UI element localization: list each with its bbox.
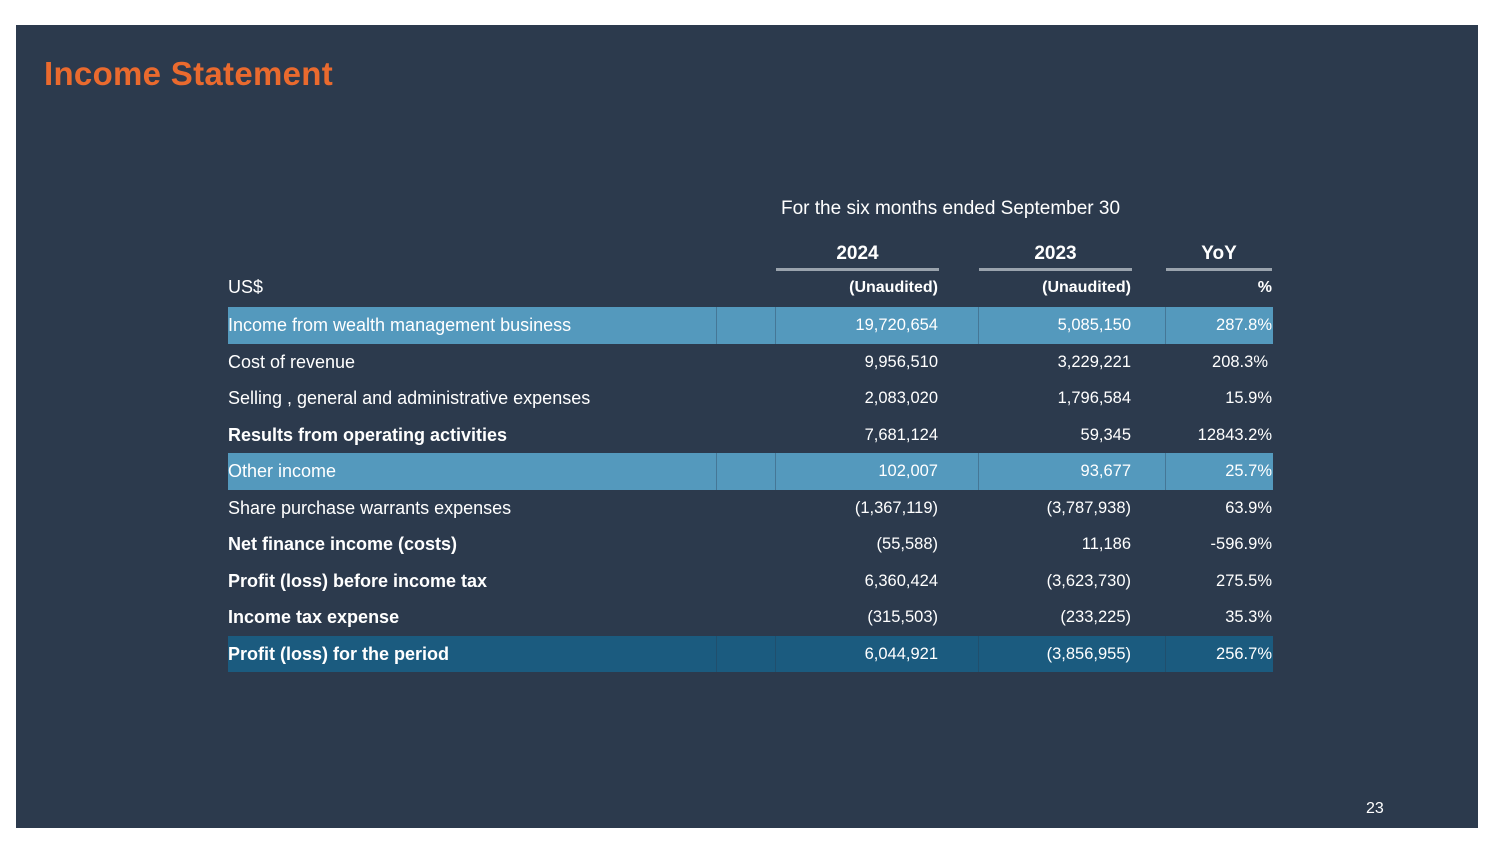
value-yoy: 287.8% [1216, 316, 1272, 334]
value-2023: (3,787,938) [1046, 498, 1131, 517]
table-row: Income from wealth management business 1… [228, 307, 1273, 344]
value-2024: 6,360,424 [864, 571, 938, 590]
page-number: 23 [1366, 800, 1384, 817]
subheader-2024: (Unaudited) [849, 279, 938, 296]
table-row: Cost of revenue 9,956,510 3,229,221 208.… [228, 344, 1273, 381]
value-yoy: 275.5% [1216, 571, 1272, 590]
row-label: Other income [228, 461, 337, 481]
table-row: Share purchase warrants expenses (1,367,… [228, 490, 1273, 527]
value-2024: 19,720,654 [855, 316, 938, 334]
value-2023: 1,796,584 [1057, 389, 1131, 407]
value-2023: 11,186 [1081, 535, 1131, 553]
table-row: Selling , general and administrative exp… [228, 380, 1273, 417]
value-2023: (233,225) [1060, 608, 1131, 626]
row-label: Cost of revenue [228, 351, 356, 372]
table-row: Results from operating activities 7,681,… [228, 417, 1273, 454]
value-2023: (3,623,730) [1046, 571, 1131, 590]
currency-unit-label: US$ [228, 277, 264, 297]
value-2024: (315,503) [867, 608, 938, 626]
table-row: Profit (loss) for the period 6,044,921 (… [228, 635, 1273, 672]
row-label: Profit (loss) before income tax [228, 570, 488, 591]
row-label: Income from wealth management business [228, 315, 572, 335]
value-yoy: 25.7% [1225, 462, 1272, 480]
column-header-yoy: YoY [1166, 242, 1272, 271]
value-2023: 5,085,150 [1057, 316, 1131, 334]
value-2023: 93,677 [1080, 462, 1131, 480]
row-label: Results from operating activities [228, 424, 508, 445]
table-row: Profit (loss) before income tax 6,360,42… [228, 563, 1273, 600]
subheader-2023: (Unaudited) [1042, 279, 1131, 296]
income-statement-table: Income from wealth management business 1… [228, 307, 1273, 672]
unit-row: US$ (Unaudited) (Unaudited) % [228, 277, 1273, 303]
row-label: Profit (loss) for the period [228, 643, 450, 664]
value-yoy: -596.9% [1210, 535, 1272, 553]
value-2024: 9,956,510 [864, 352, 938, 371]
value-yoy: 63.9% [1225, 498, 1272, 517]
row-label: Net finance income (costs) [228, 534, 458, 554]
value-yoy: 12843.2% [1197, 425, 1272, 444]
value-2024: 6,044,921 [864, 644, 938, 663]
value-yoy: 208.3% [1212, 352, 1268, 371]
table-row: Other income 102,007 93,677 25.7% [228, 453, 1273, 490]
value-yoy: 15.9% [1225, 389, 1272, 407]
value-2024: 102,007 [878, 462, 938, 480]
table-row: Net finance income (costs) (55,588) 11,1… [228, 526, 1273, 563]
value-2024: (1,367,119) [854, 498, 938, 517]
value-2023: 59,345 [1080, 425, 1131, 444]
row-label: Selling , general and administrative exp… [228, 388, 591, 408]
value-2024: 2,083,020 [864, 389, 938, 407]
column-header-2023: 2023 [979, 242, 1132, 271]
value-2024: (55,588) [876, 535, 938, 553]
subheader-yoy: % [1257, 279, 1272, 296]
row-label: Share purchase warrants expenses [228, 497, 512, 518]
value-yoy: 35.3% [1225, 608, 1272, 626]
value-2024: 7,681,124 [864, 425, 938, 444]
row-label: Income tax expense [228, 607, 400, 627]
value-2023: 3,229,221 [1057, 352, 1131, 371]
table-row: Income tax expense (315,503) (233,225) 3… [228, 599, 1273, 636]
column-header-2024: 2024 [776, 242, 939, 271]
value-2023: (3,856,955) [1046, 644, 1131, 663]
slide: Income Statement For the six months ende… [16, 25, 1478, 828]
page-title: Income Statement [44, 55, 334, 92]
period-label: For the six months ended September 30 [781, 198, 1121, 219]
value-yoy: 256.7% [1216, 644, 1272, 663]
